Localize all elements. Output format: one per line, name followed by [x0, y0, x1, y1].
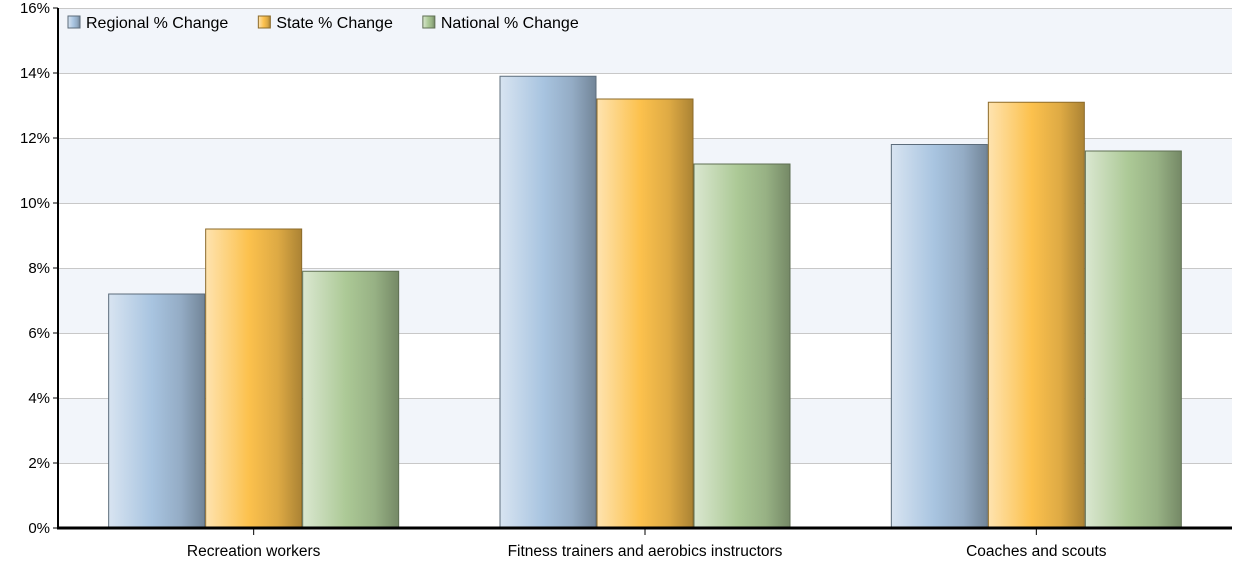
legend-swatch-regional-change	[67, 15, 81, 29]
bar-state-change-recreation-workers	[205, 228, 303, 529]
bar-regional-change-recreation-workers	[108, 293, 206, 529]
y-tick-label: 6%	[28, 325, 50, 342]
y-tick-label: 12%	[20, 130, 50, 147]
y-tick-label: 14%	[20, 65, 50, 82]
bars	[108, 75, 1182, 529]
x-tick-label-recreation-workers: Recreation workers	[187, 543, 321, 560]
bar-state-change-coaches-and-scouts	[987, 101, 1085, 529]
y-tick-label: 0%	[28, 520, 50, 537]
x-axis-labels: Recreation workers Fitness trainers and a…	[187, 528, 1107, 560]
x-tick-label-coaches-and-scouts: Coaches and scouts	[966, 543, 1107, 560]
legend-swatch-national-change	[422, 15, 436, 29]
bar-national-change-recreation-workers	[302, 270, 400, 529]
bar-state-change-fitness-trainers-and-aerobics-instructors	[596, 98, 694, 529]
y-tick-label: 10%	[20, 195, 50, 212]
x-tick-label-fitness-trainers-and-aerobics-instructors: Fitness trainers and aerobics instructor…	[508, 543, 783, 560]
legend-label-state-change: State % Change	[276, 15, 393, 32]
legend-label-regional-change: Regional % Change	[86, 15, 228, 32]
y-tick-label: 16%	[20, 0, 50, 17]
legend-swatch-state-change	[257, 15, 271, 29]
bar-national-change-fitness-trainers-and-aerobics-instructors	[693, 163, 791, 529]
bar-regional-change-fitness-trainers-and-aerobics-instructors	[499, 75, 597, 529]
bar-national-change-coaches-and-scouts	[1084, 150, 1182, 529]
y-tick-label: 4%	[28, 390, 50, 407]
legend: Regional % Change State % Change National …	[67, 15, 579, 32]
y-tick-label: 8%	[28, 260, 50, 277]
bar-regional-change-coaches-and-scouts	[890, 144, 988, 529]
grid-band	[58, 8, 1232, 73]
legend-label-national-change: National % Change	[441, 15, 579, 32]
y-axis-ticks: 0% 2% 4% 6% 8% 10% 12% 14% 16%	[20, 0, 58, 537]
y-tick-label: 2%	[28, 455, 50, 472]
